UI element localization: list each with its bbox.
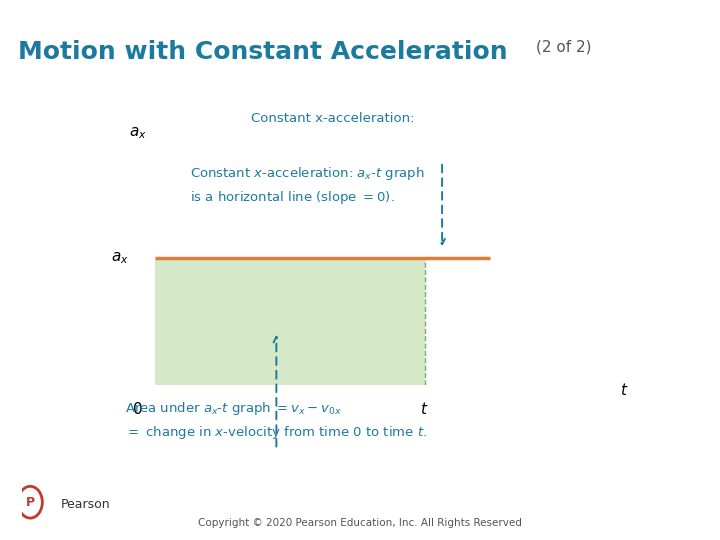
Text: Constant $x$-acceleration: $a_x$-$t$ graph
is a horizontal line (slope $= 0$).: Constant $x$-acceleration: $a_x$-$t$ gra… bbox=[190, 165, 425, 206]
Text: $0$: $0$ bbox=[132, 401, 143, 417]
Text: $a_x$: $a_x$ bbox=[129, 125, 146, 141]
Text: Motion with Constant Acceleration: Motion with Constant Acceleration bbox=[18, 40, 508, 64]
Text: $t$: $t$ bbox=[420, 401, 429, 417]
Text: Pearson: Pearson bbox=[61, 498, 111, 511]
Text: $t$: $t$ bbox=[621, 382, 629, 397]
Text: $a_x$: $a_x$ bbox=[111, 251, 129, 266]
Text: Area under $a_x$-$t$ graph $= v_x - v_{0x}$
$=$ change in $x$-velocity from time: Area under $a_x$-$t$ graph $= v_x - v_{0… bbox=[125, 400, 427, 441]
Bar bbox=[155, 259, 425, 385]
Text: Constant x-acceleration:: Constant x-acceleration: bbox=[251, 112, 418, 125]
Text: P: P bbox=[26, 496, 35, 509]
Text: (2 of 2): (2 of 2) bbox=[536, 40, 592, 55]
Text: Copyright © 2020 Pearson Education, Inc. All Rights Reserved: Copyright © 2020 Pearson Education, Inc.… bbox=[198, 518, 522, 528]
